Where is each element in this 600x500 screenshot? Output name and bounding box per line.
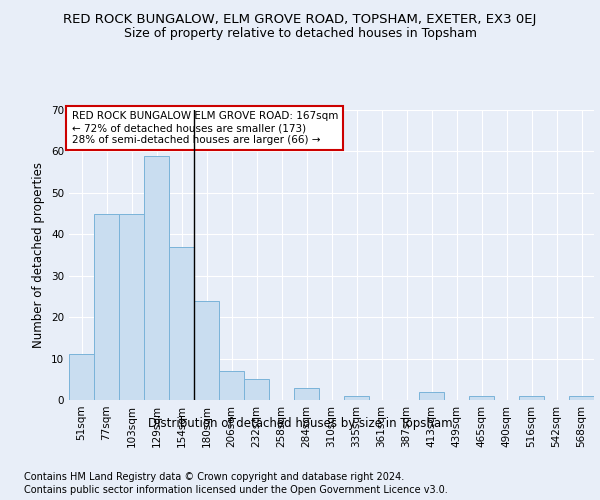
Bar	[119, 214, 144, 400]
Y-axis label: Number of detached properties: Number of detached properties	[32, 162, 46, 348]
Bar	[569, 396, 594, 400]
Text: Distribution of detached houses by size in Topsham: Distribution of detached houses by size …	[148, 418, 452, 430]
Bar	[69, 354, 94, 400]
Bar	[144, 156, 169, 400]
Text: RED ROCK BUNGALOW, ELM GROVE ROAD, TOPSHAM, EXETER, EX3 0EJ: RED ROCK BUNGALOW, ELM GROVE ROAD, TOPSH…	[64, 12, 536, 26]
Text: Size of property relative to detached houses in Topsham: Size of property relative to detached ho…	[124, 28, 476, 40]
Text: Contains HM Land Registry data © Crown copyright and database right 2024.: Contains HM Land Registry data © Crown c…	[24, 472, 404, 482]
Bar	[244, 380, 269, 400]
Bar	[94, 214, 119, 400]
Bar	[194, 300, 219, 400]
Bar	[419, 392, 444, 400]
Bar	[294, 388, 319, 400]
Bar	[169, 246, 194, 400]
Bar	[344, 396, 369, 400]
Text: RED ROCK BUNGALOW ELM GROVE ROAD: 167sqm
← 72% of detached houses are smaller (1: RED ROCK BUNGALOW ELM GROVE ROAD: 167sqm…	[71, 112, 338, 144]
Bar	[219, 371, 244, 400]
Bar	[519, 396, 544, 400]
Text: Contains public sector information licensed under the Open Government Licence v3: Contains public sector information licen…	[24, 485, 448, 495]
Bar	[469, 396, 494, 400]
